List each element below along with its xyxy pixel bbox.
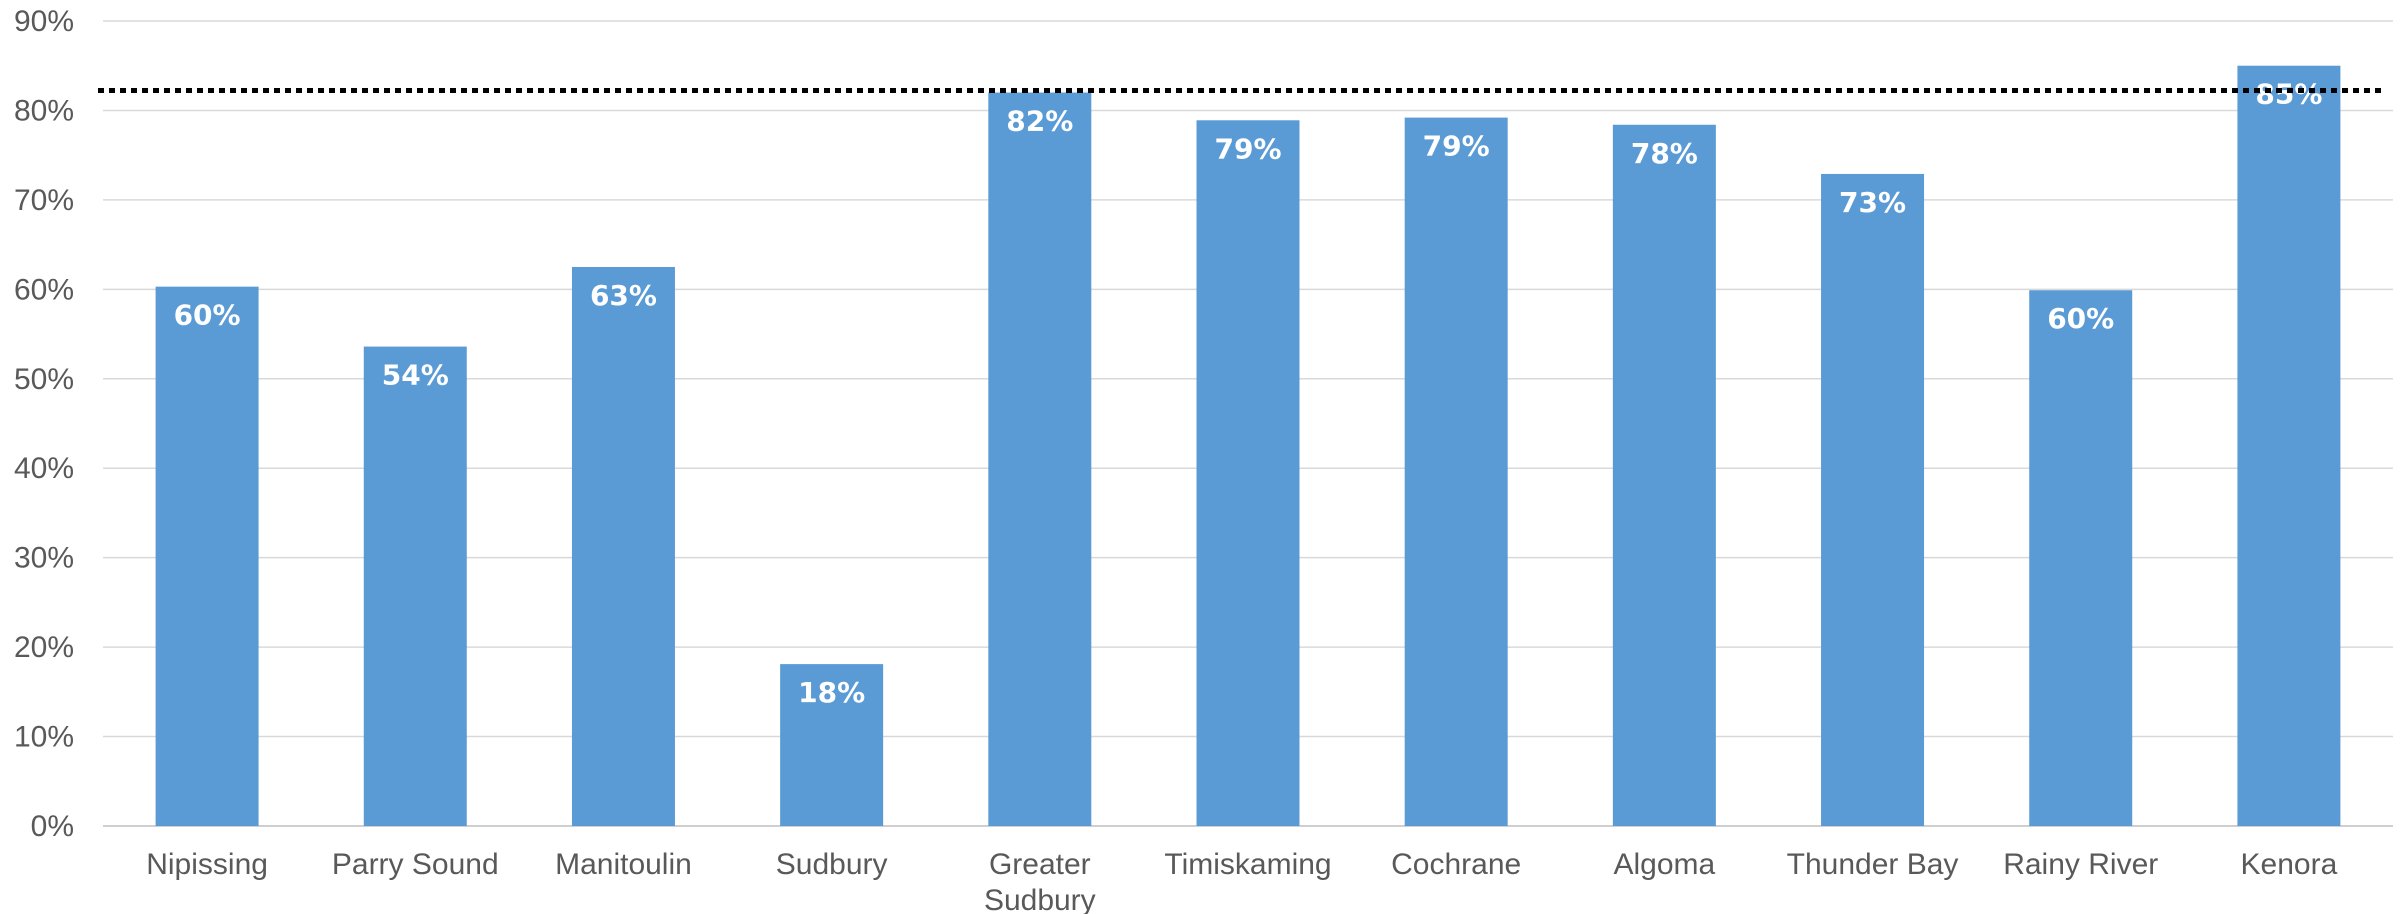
y-tick-label: 60% — [14, 273, 74, 306]
data-label: 63% — [590, 279, 657, 312]
bar-kenora — [2237, 65, 2341, 826]
bar-cochrane — [1404, 117, 1508, 827]
bar-greater-sudbury — [988, 92, 1092, 827]
category-label: Manitoulin — [555, 848, 692, 881]
data-label: 79% — [1423, 130, 1490, 163]
bar-sudbury — [780, 664, 884, 826]
category-label: Parry Sound — [332, 848, 499, 881]
y-tick-label: 20% — [14, 631, 74, 664]
y-tick-label: 30% — [14, 542, 74, 575]
category-label: Algoma — [1614, 848, 1716, 881]
data-label: 60% — [2047, 302, 2114, 335]
y-tick-label: 40% — [14, 452, 74, 485]
data-label: 73% — [1839, 186, 1906, 219]
category-label: Greater Sudbury — [984, 848, 1096, 914]
bars — [155, 65, 2341, 827]
data-label: 54% — [382, 359, 449, 392]
bar-parry-sound — [363, 346, 467, 826]
category-label: Sudbury — [776, 848, 888, 881]
bar-manitoulin — [571, 266, 675, 826]
category-label: Cochrane — [1391, 848, 1521, 881]
category-label: Kenora — [2241, 848, 2338, 881]
y-axis-tick-labels: 0% 10% 20% 30% 40% 50% 60% 70% 80% 90% — [14, 5, 74, 843]
category-label: Nipissing — [146, 848, 268, 881]
data-label: 85% — [2255, 78, 2322, 111]
bar-thunder-bay — [1821, 173, 1925, 826]
y-tick-label: 10% — [14, 721, 74, 754]
category-label: Timiskaming — [1164, 848, 1331, 881]
y-tick-label: 80% — [14, 94, 74, 127]
category-label: Thunder Bay — [1787, 848, 1959, 881]
category-label: Rainy River — [2003, 848, 2158, 881]
y-tick-label: 0% — [31, 810, 74, 843]
bar-nipissing — [155, 286, 259, 826]
bar-algoma — [1612, 124, 1716, 826]
bar-rainy-river — [2029, 290, 2133, 826]
data-label: 60% — [174, 299, 241, 332]
x-axis-category-labels: Nipissing Parry Sound Manitoulin Sudbury Gre… — [146, 848, 2337, 914]
data-label: 79% — [1214, 132, 1281, 165]
y-tick-label: 70% — [14, 184, 74, 217]
data-label: 78% — [1631, 137, 1698, 170]
y-tick-label: 90% — [14, 5, 74, 38]
y-tick-label: 50% — [14, 363, 74, 396]
data-label: 18% — [798, 676, 865, 709]
data-label: 82% — [1006, 105, 1073, 138]
bar-timiskaming — [1196, 120, 1300, 827]
data-labels: 60% 54% 63% 18% 82% 79% 79% 78% 73% 60% 85% — [174, 78, 2323, 709]
